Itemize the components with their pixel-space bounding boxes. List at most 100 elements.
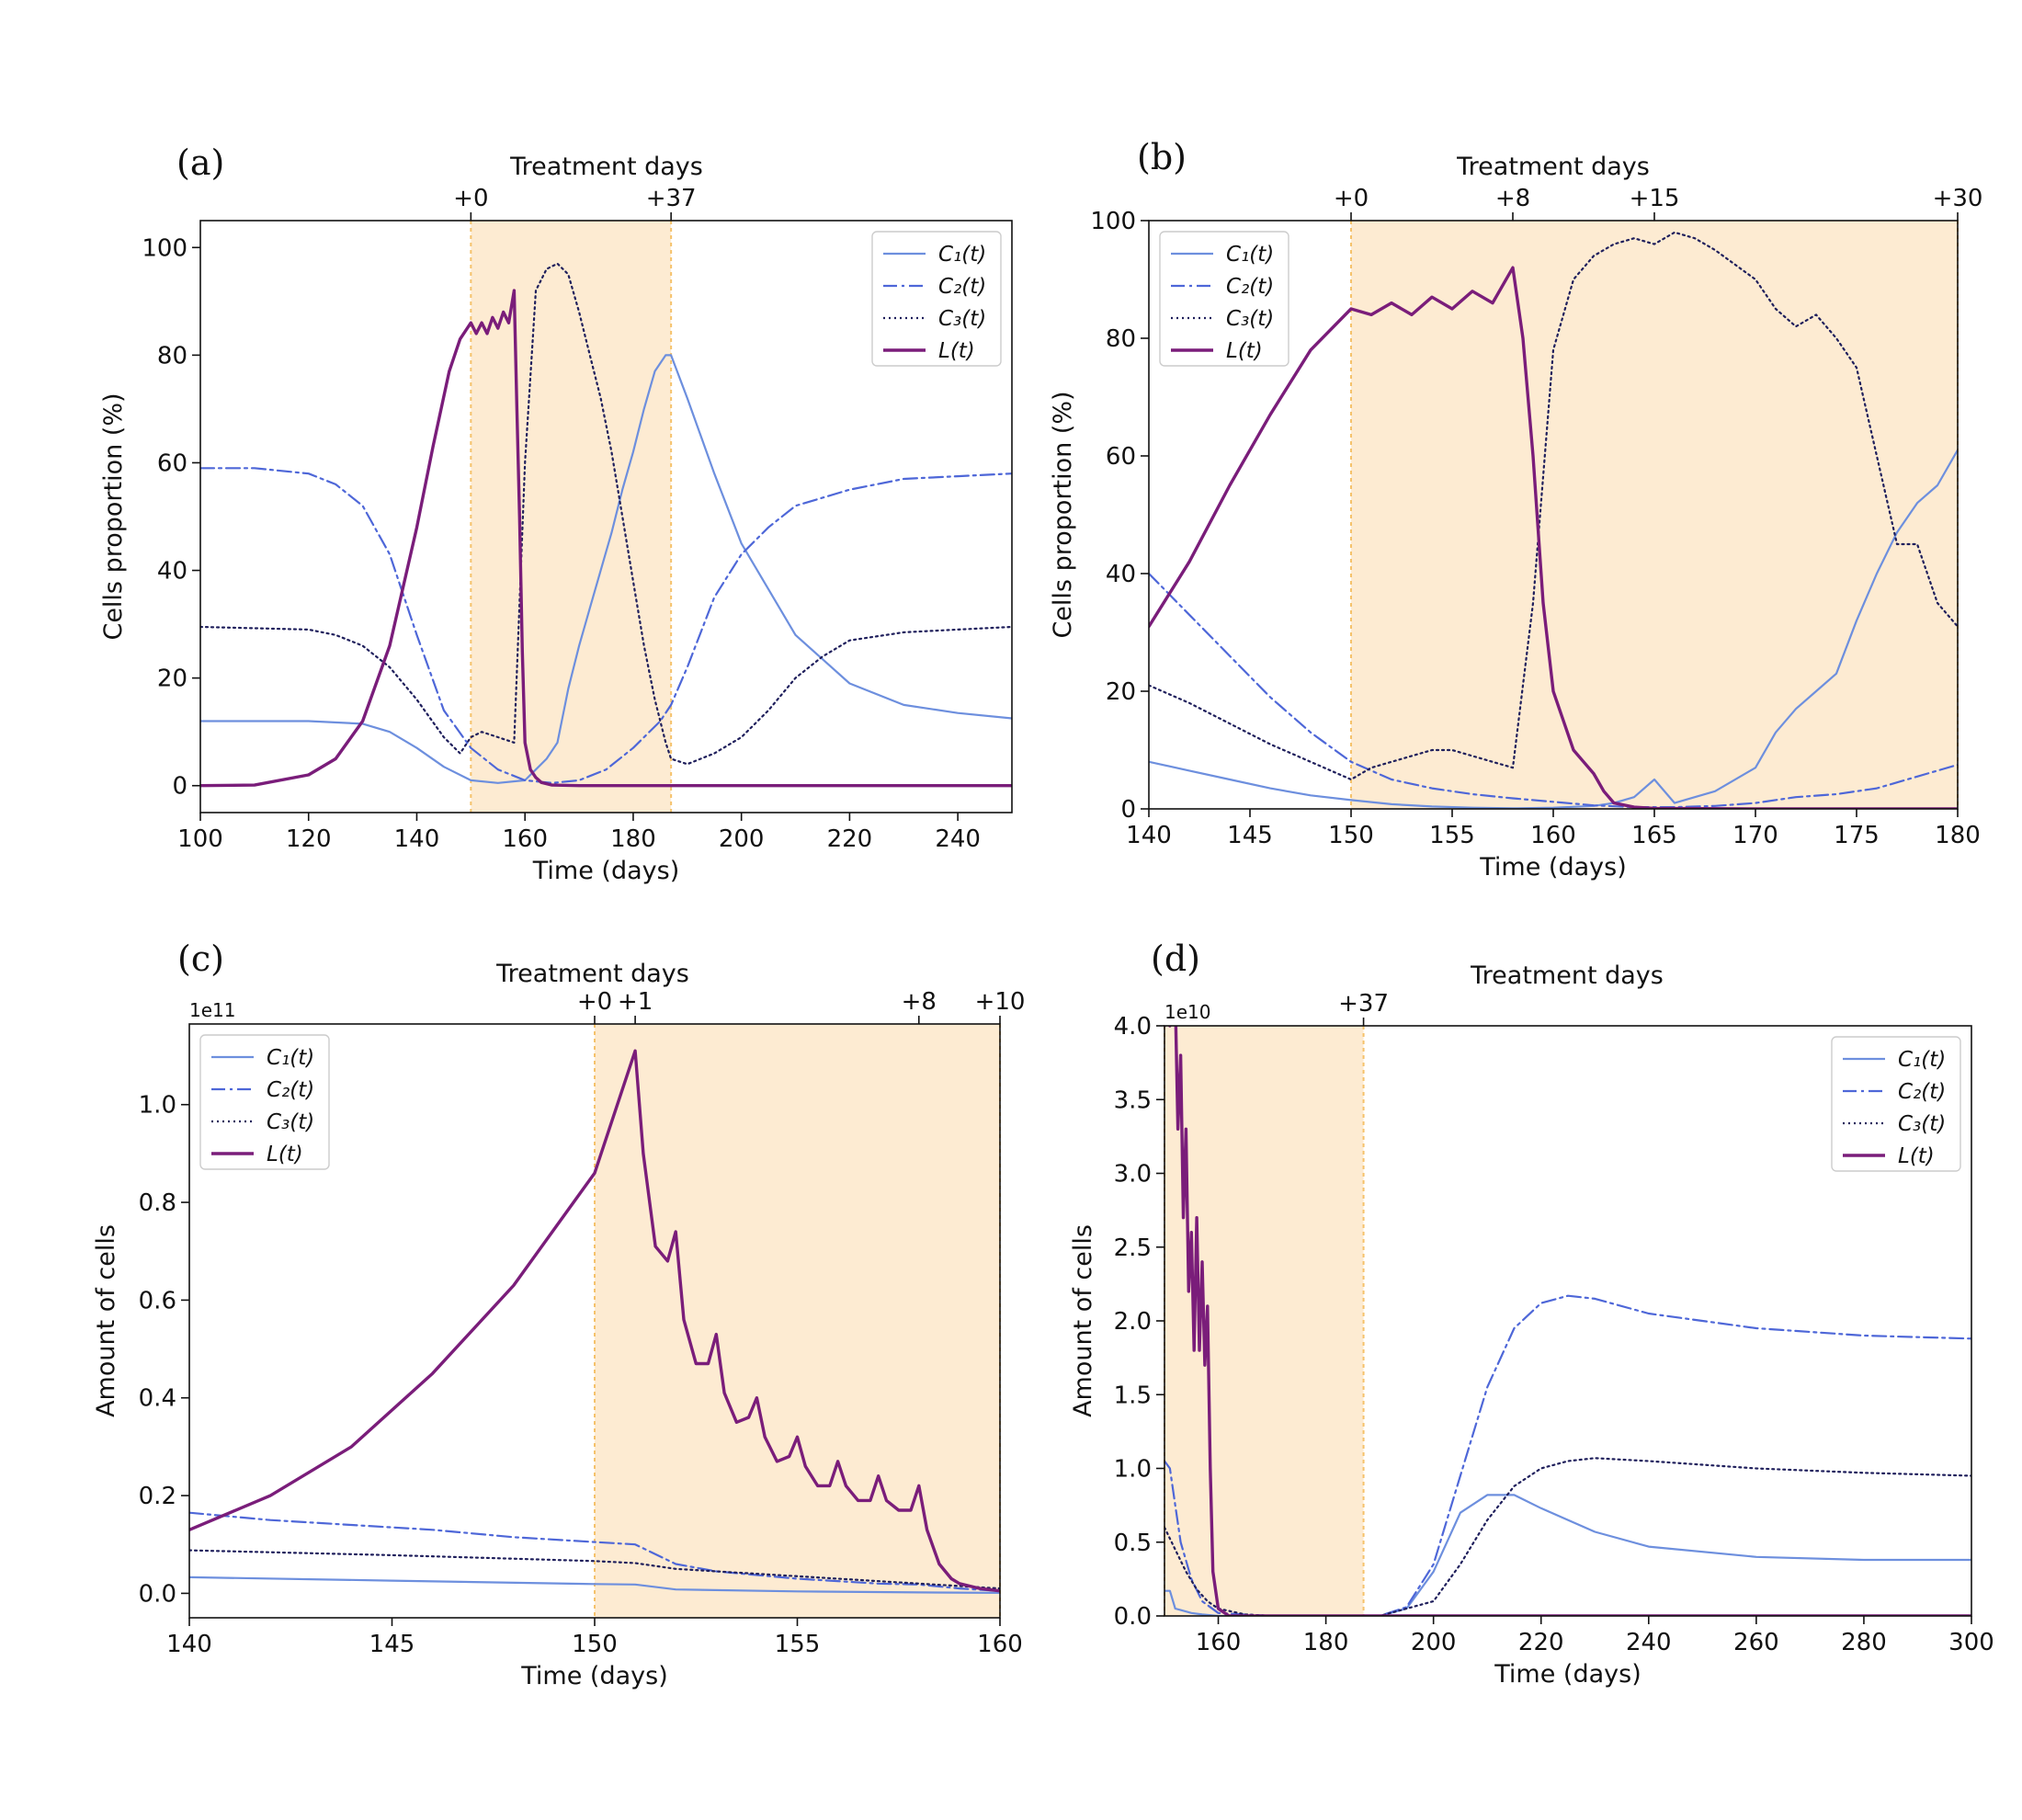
x-axis-label: Time (days) [1494, 1660, 1641, 1689]
top-tick-label: +1 [618, 988, 653, 1016]
legend-label-C1: C₁(t) [1226, 243, 1274, 267]
x-tick-label: 145 [369, 1631, 415, 1658]
treatment-span [471, 221, 672, 813]
y-tick-label: 40 [1106, 561, 1136, 588]
top-tick-label: +0 [453, 185, 488, 212]
top-axis-title: Treatment days [495, 960, 689, 988]
legend-label-C2: C₂(t) [1898, 1080, 1946, 1104]
panel-c: (c) 140 145 150 155 160 0.0 0.2 0.4 0.6 0.8 1.0 1e11… [92, 938, 1025, 1690]
legend-box [199, 1034, 330, 1170]
top-tick-label: +8 [902, 988, 937, 1016]
top-axis-title: Treatment days [509, 153, 703, 181]
top-tick-label: +37 [1338, 990, 1389, 1018]
x-tick-label: 260 [1733, 1629, 1779, 1656]
x-tick-label: 280 [1841, 1629, 1887, 1656]
x-tick-label: 155 [775, 1631, 821, 1658]
x-tick-label: 170 [1732, 822, 1778, 849]
series-line-L [1164, 1026, 1971, 1616]
x-tick-label: 100 [177, 825, 223, 853]
x-tick-label: 160 [1196, 1629, 1242, 1656]
panel-label: (d) [1151, 938, 1200, 979]
legend-label-L: L(t) [267, 1143, 303, 1166]
top-tick-label: +10 [975, 988, 1026, 1016]
legend-label-C1: C₁(t) [267, 1046, 314, 1070]
y-tick-label: 40 [157, 558, 187, 586]
treatment-span [1351, 221, 1958, 809]
x-tick-label: 145 [1227, 822, 1273, 849]
x-tick-label: 140 [394, 825, 440, 853]
x-tick-label: 240 [1626, 1629, 1672, 1656]
y-tick-label: 0 [1120, 796, 1136, 824]
y-tick-label: 100 [1090, 208, 1136, 235]
legend: C₁(t) C₂(t) C₃(t) L(t) [1831, 1036, 1961, 1172]
y-tick-label: 0.0 [139, 1580, 176, 1608]
series-line-C3 [189, 1549, 1000, 1590]
y-tick-label: 20 [157, 665, 187, 693]
legend-box [1159, 231, 1289, 367]
y-tick-label: 80 [157, 342, 187, 370]
x-tick-label: 160 [502, 825, 548, 853]
series-line-C2 [189, 1511, 1000, 1592]
x-axis-label: Time (days) [532, 857, 679, 885]
top-tick-label: +0 [1334, 185, 1369, 212]
top-tick-label: +8 [1495, 185, 1530, 212]
y-tick-label: 80 [1106, 325, 1136, 353]
x-tick-label: 300 [1948, 1629, 1994, 1656]
offset-label: 1e10 [1164, 1001, 1210, 1023]
series-group [200, 262, 1012, 788]
x-tick-label: 180 [1935, 822, 1981, 849]
panel-label: (c) [177, 938, 224, 979]
y-axis-label: Amount of cells [1069, 1224, 1097, 1417]
y-tick-label: 3.5 [1114, 1086, 1152, 1114]
x-tick-label: 150 [572, 1631, 618, 1658]
x-tick-label: 120 [286, 825, 332, 853]
series-group [189, 1049, 1000, 1594]
y-tick-label: 2.5 [1114, 1234, 1152, 1262]
series-group [1149, 231, 1958, 809]
series-line-C1 [200, 354, 1012, 784]
legend-label-C3: C₃(t) [267, 1110, 314, 1134]
legend-label-C3: C₃(t) [938, 307, 986, 331]
series-line-C3 [200, 262, 1012, 766]
x-tick-label: 200 [1411, 1629, 1457, 1656]
y-tick-label: 0.6 [139, 1287, 176, 1314]
y-tick-label: 100 [142, 234, 187, 262]
panel-label: (b) [1137, 137, 1187, 177]
y-tick-label: 60 [157, 449, 187, 477]
series-line-C1 [1149, 449, 1958, 809]
x-tick-label: 160 [1530, 822, 1576, 849]
legend-label-L: L(t) [1226, 339, 1263, 363]
top-tick-label: +0 [577, 988, 612, 1016]
series-line-C3 [1149, 231, 1958, 781]
legend-label-C1: C₁(t) [1898, 1048, 1946, 1072]
legend-label-L: L(t) [938, 339, 975, 363]
x-tick-label: 175 [1834, 822, 1880, 849]
legend: C₁(t) C₂(t) C₃(t) L(t) [871, 231, 1002, 367]
top-axis-title: Treatment days [1470, 961, 1664, 990]
y-tick-label: 20 [1106, 678, 1136, 706]
series-line-C3 [1164, 1457, 1971, 1616]
x-tick-label: 180 [610, 825, 656, 853]
series-line-C2 [200, 467, 1012, 784]
y-tick-label: 0.4 [139, 1385, 176, 1413]
legend-label-C3: C₃(t) [1898, 1112, 1946, 1136]
y-tick-label: 0.5 [1114, 1530, 1152, 1557]
legend-box [1831, 1036, 1961, 1172]
y-tick-label: 4.0 [1114, 1013, 1152, 1041]
panel-b: (b) 140 145 150 155 160 165 170 175 180 0 20 40 60 80 1… [1049, 137, 1982, 882]
legend-label-L: L(t) [1898, 1144, 1935, 1168]
x-tick-label: 150 [1328, 822, 1374, 849]
top-tick-label: +15 [1630, 185, 1680, 212]
legend-label-C1: C₁(t) [938, 243, 986, 267]
offset-label: 1e11 [189, 999, 235, 1021]
panel-a: (a) 100 120 140 160 180 200 220 240 0 20 40 60 80 100 +… [99, 142, 1013, 885]
axes-frame [199, 220, 1013, 813]
y-tick-label: 0 [172, 773, 187, 801]
series-line-C2 [1149, 572, 1958, 809]
y-tick-label: 1.0 [1114, 1456, 1152, 1484]
legend: C₁(t) C₂(t) C₃(t) L(t) [199, 1034, 330, 1170]
y-axis-label: Cells proportion (%) [1049, 391, 1077, 638]
legend-label-C2: C₂(t) [938, 275, 986, 299]
y-tick-label: 1.0 [139, 1092, 176, 1120]
